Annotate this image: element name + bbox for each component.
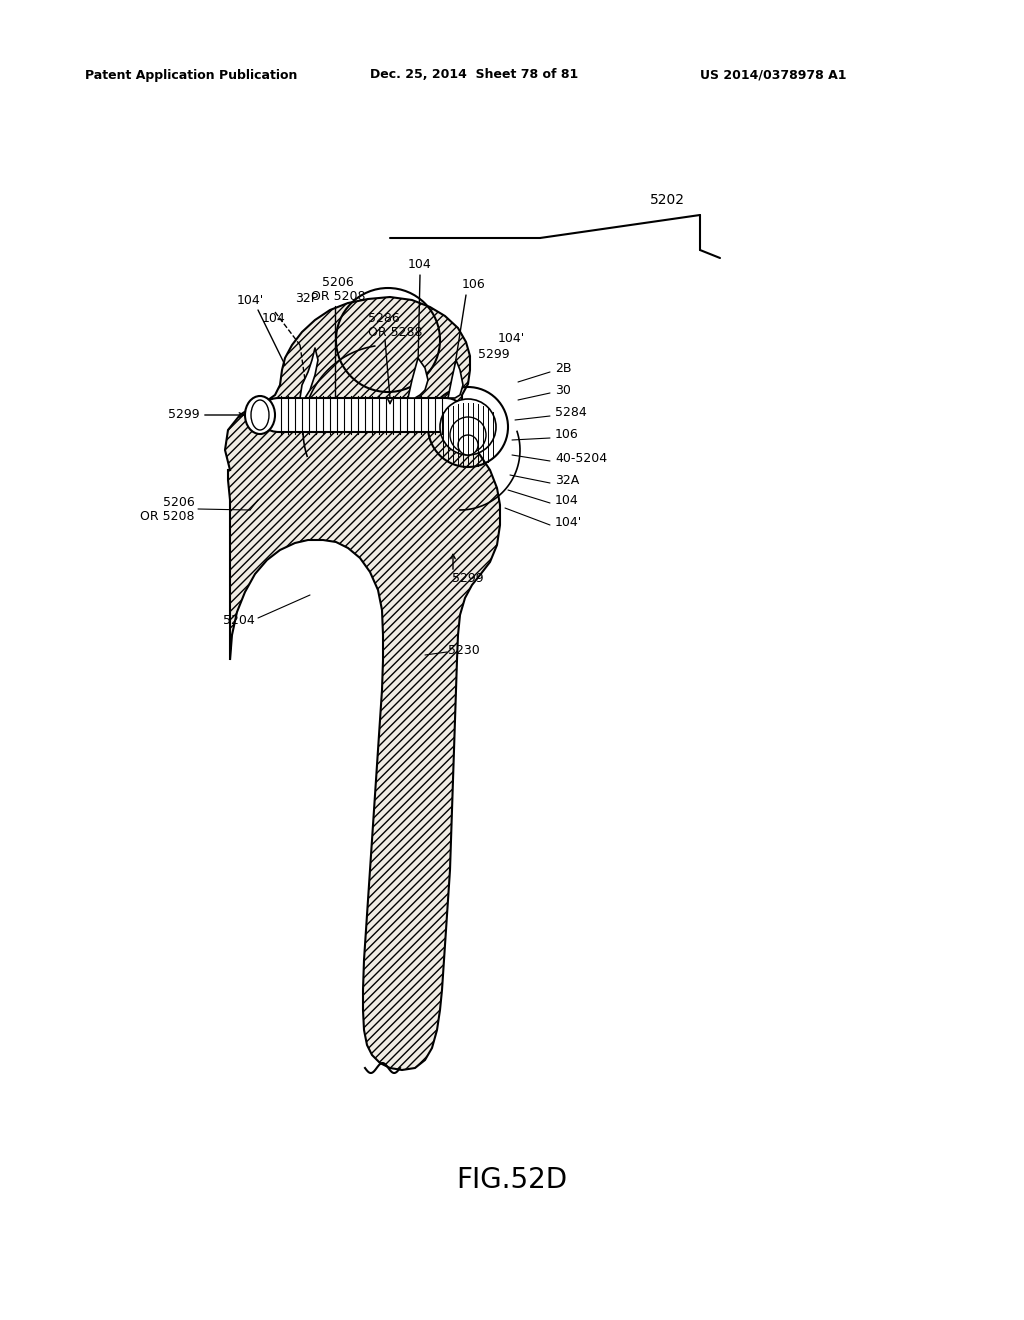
Text: 5206: 5206 <box>163 495 195 508</box>
Text: 32A: 32A <box>555 474 580 487</box>
Text: Patent Application Publication: Patent Application Publication <box>85 69 297 82</box>
Text: 5230: 5230 <box>449 644 480 656</box>
Text: 40-5204: 40-5204 <box>555 451 607 465</box>
Text: 2B: 2B <box>555 362 571 375</box>
Text: 104': 104' <box>555 516 583 528</box>
Text: OR 5208: OR 5208 <box>310 289 366 302</box>
Polygon shape <box>408 358 428 399</box>
Polygon shape <box>225 297 500 1071</box>
FancyBboxPatch shape <box>262 399 462 432</box>
Text: 5299: 5299 <box>168 408 200 421</box>
Text: 104: 104 <box>262 312 286 325</box>
Text: 104': 104' <box>237 293 263 306</box>
Text: 104: 104 <box>409 259 432 272</box>
Circle shape <box>450 417 486 453</box>
Text: Dec. 25, 2014  Sheet 78 of 81: Dec. 25, 2014 Sheet 78 of 81 <box>370 69 579 82</box>
Text: 5204: 5204 <box>223 614 255 627</box>
Text: 5206: 5206 <box>323 276 354 289</box>
Text: 5299: 5299 <box>452 572 483 585</box>
Text: US 2014/0378978 A1: US 2014/0378978 A1 <box>700 69 847 82</box>
Text: 5284: 5284 <box>555 407 587 420</box>
Text: FIG.52D: FIG.52D <box>457 1166 567 1195</box>
Text: 5299: 5299 <box>478 348 510 362</box>
Text: 5286: 5286 <box>368 312 399 325</box>
Text: OR 5288: OR 5288 <box>368 326 423 338</box>
Polygon shape <box>300 348 318 399</box>
Text: OR 5208: OR 5208 <box>140 510 195 523</box>
Text: 5202: 5202 <box>650 193 685 207</box>
Text: 30: 30 <box>555 384 570 396</box>
Circle shape <box>458 436 478 455</box>
Text: 32P: 32P <box>295 292 318 305</box>
Text: 106: 106 <box>555 429 579 441</box>
Text: 104: 104 <box>555 494 579 507</box>
Ellipse shape <box>245 396 275 434</box>
Ellipse shape <box>251 400 269 430</box>
Text: 104': 104' <box>498 331 525 345</box>
Text: 106: 106 <box>462 279 485 292</box>
Polygon shape <box>449 360 463 399</box>
Circle shape <box>440 399 496 455</box>
